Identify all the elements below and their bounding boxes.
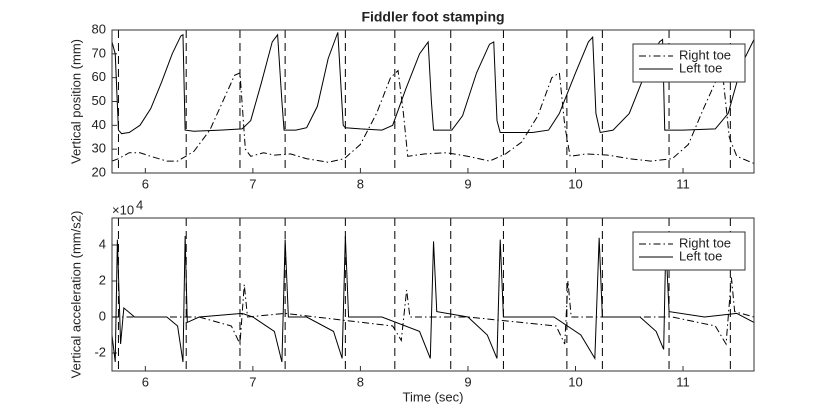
y-tick-label: 70 xyxy=(92,45,106,60)
legend-label: Right toe xyxy=(679,235,731,250)
x-tick-label: 8 xyxy=(357,176,364,191)
x-tick-label: 11 xyxy=(676,176,690,191)
axis-exponent: 4 xyxy=(136,197,143,212)
x-tick-label: 7 xyxy=(249,176,256,191)
y-tick-label: 2 xyxy=(99,272,106,287)
y-tick-label: 60 xyxy=(92,69,106,84)
legend-label: Right toe xyxy=(679,47,731,62)
axes-frame xyxy=(111,29,755,174)
subplot: 6 7 8 9 10 11 20 30 40 50 60 70 80 Fiddler foot stamp… xyxy=(68,9,755,191)
y-tick-label: -2 xyxy=(94,344,106,359)
x-tick-label: 7 xyxy=(249,374,256,389)
x-tick-label: 8 xyxy=(357,374,364,389)
y-tick-label: 50 xyxy=(92,93,106,108)
y-axis-label: Vertical position (mm) xyxy=(68,39,83,164)
legend-label: Left toe xyxy=(679,60,722,75)
x-tick-label: 6 xyxy=(142,176,149,191)
axis-multiplier: ×10 xyxy=(112,202,134,217)
y-tick-label: 30 xyxy=(92,141,106,156)
x-tick-label: 10 xyxy=(568,176,582,191)
data-line xyxy=(111,235,755,363)
chart-title: Fiddler foot stamping xyxy=(361,9,504,25)
axes-frame xyxy=(111,217,755,372)
legend-box xyxy=(632,231,746,271)
y-tick-label: 4 xyxy=(99,236,106,251)
y-tick-label: 80 xyxy=(92,21,106,36)
y-tick-label: 0 xyxy=(99,308,106,323)
x-tick-label: 11 xyxy=(676,374,690,389)
y-axis-label: Vertical acceleration (mm/s2) xyxy=(68,211,83,379)
x-tick-label: 6 xyxy=(142,374,149,389)
y-tick-label: 40 xyxy=(92,117,106,132)
y-tick-label: 20 xyxy=(92,164,106,179)
x-tick-label: 9 xyxy=(464,176,471,191)
data-line xyxy=(112,277,755,346)
x-tick-label: 9 xyxy=(464,374,471,389)
x-tick-label: 10 xyxy=(568,374,582,389)
data-line xyxy=(111,32,755,135)
legend-box xyxy=(632,43,746,83)
x-axis-label: Time (sec) xyxy=(403,389,464,404)
legend-label: Left toe xyxy=(679,248,722,263)
subplot: 6 7 8 9 10 11 -2 0 2 4 Vertical acceleration (mm/s… xyxy=(68,197,755,404)
data-line xyxy=(111,69,755,164)
